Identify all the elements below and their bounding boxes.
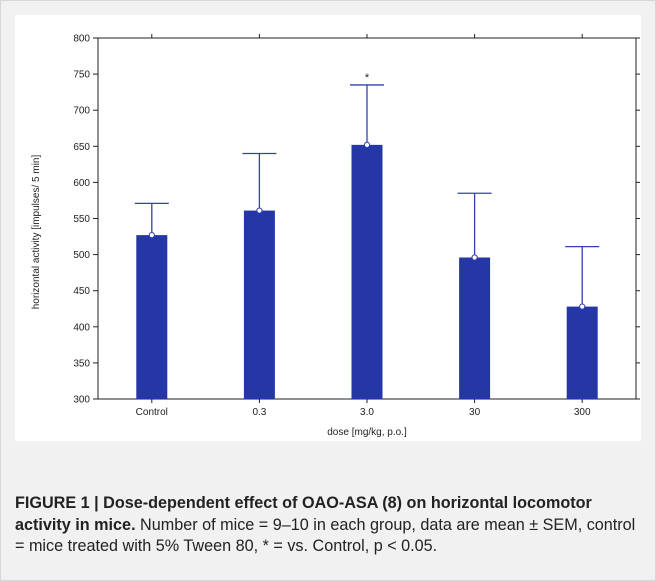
y-tick-label: 550 xyxy=(73,214,90,225)
significance-marker: * xyxy=(365,72,370,84)
bar xyxy=(351,144,383,399)
caption-title: FIGURE 1 | Dose-dependent effect of OAO-… xyxy=(15,494,592,534)
mean-marker xyxy=(256,207,263,214)
y-tick-label: 700 xyxy=(73,106,90,117)
y-tick-label: 450 xyxy=(73,286,90,297)
y-tick-label: 650 xyxy=(73,142,90,153)
y-tick-label: 600 xyxy=(73,178,90,189)
chart-area: 300 350 400 450 500 550 600 650 700 750 800 Control… xyxy=(15,15,641,441)
caption-text: Number of mice = 9–10 in each group, dat… xyxy=(15,515,636,556)
mean-marker xyxy=(363,141,371,148)
bar xyxy=(243,210,275,399)
y-tick-label: 750 xyxy=(73,70,90,81)
x-tick-label: Control xyxy=(136,407,168,418)
bar xyxy=(136,235,168,399)
x-tick-label: 30 xyxy=(469,407,481,418)
y-tick-label: 300 xyxy=(73,395,90,406)
figure-caption: FIGURE 1 | Dose-dependent effect of OAO-… xyxy=(15,493,647,558)
mean-marker xyxy=(579,303,586,310)
y-axis-label: horizontal activity [impulses/ 5 min] xyxy=(31,155,42,310)
x-tick-label: 0.3 xyxy=(252,407,266,418)
bar-chart: 300 350 400 450 500 550 600 650 700 750 800 Control… xyxy=(31,34,640,438)
bar xyxy=(566,306,598,399)
y-tick-label: 800 xyxy=(73,34,90,45)
x-tick-label: 300 xyxy=(574,407,591,418)
mean-marker xyxy=(148,232,155,239)
x-axis-label: dose [mg/kg, p.o.] xyxy=(327,427,407,438)
y-tick-label: 500 xyxy=(73,250,90,261)
y-tick-label: 350 xyxy=(73,358,90,369)
x-tick-label: 3.0 xyxy=(360,407,374,418)
mean-marker xyxy=(471,254,478,261)
y-tick-label: 400 xyxy=(73,322,90,333)
bar xyxy=(459,257,491,399)
